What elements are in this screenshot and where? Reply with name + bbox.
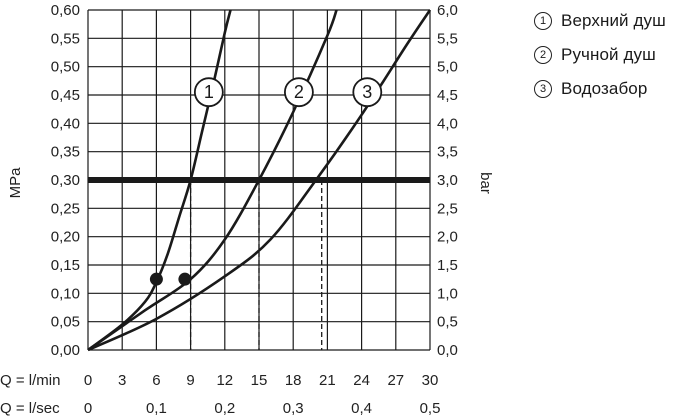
x-row2-tick-label: 0,2 — [214, 400, 235, 417]
legend-item: 2 Ручной душ — [534, 38, 700, 72]
y-left-tick-label: 0,35 — [51, 144, 80, 161]
legend-label: Верхний душ — [561, 11, 666, 30]
y-right-tick-label: 5,5 — [437, 30, 458, 47]
y-left-tick-label: 0,50 — [51, 59, 80, 76]
y-left-tick-label: 0,60 — [51, 2, 80, 19]
x-row2-tick-label: 0,4 — [351, 400, 372, 417]
x-row1-tick-label: 9 — [186, 372, 194, 389]
y-right-tick-label: 6,0 — [437, 2, 458, 19]
y-right-tick-label: 2,0 — [437, 229, 458, 246]
legend-number-badge: 3 — [534, 80, 552, 98]
legend-label: Водозабор — [561, 79, 648, 98]
y-left-tick-label: 0,10 — [51, 285, 80, 302]
series-line-1 — [87, 9, 232, 352]
x-row2-tick-label: 0,5 — [420, 400, 441, 417]
curves: 1 2 3 — [87, 9, 432, 352]
y-left-tick-label: 0,00 — [51, 342, 80, 359]
y-right-tick-label: 2,5 — [437, 200, 458, 217]
y-right-tick-label: 1,5 — [437, 257, 458, 274]
y-right-tick-label: 3,0 — [437, 172, 458, 189]
x-row1-tick-label: 27 — [387, 372, 404, 389]
legend-item: 1 Верхний душ — [534, 4, 700, 38]
y-left-tick-label: 0,25 — [51, 200, 80, 217]
x-row1-tick-label: 6 — [152, 372, 160, 389]
series-badge-label-3: 3 — [362, 82, 372, 102]
x-row1-tick-label: 0 — [84, 372, 92, 389]
y-right-tick-label: 0,5 — [437, 314, 458, 331]
series-badge-2 — [283, 77, 314, 108]
y-left-tick-label: 0,45 — [51, 87, 80, 104]
y-right-axis-label: bar — [477, 172, 494, 194]
series-badge-label-1: 1 — [204, 82, 214, 102]
x-row1-tick-label: 24 — [353, 372, 370, 389]
y-right-tick-label: 1,0 — [437, 285, 458, 302]
series-badge-label-2: 2 — [294, 82, 304, 102]
y-left-tick-label: 0,20 — [51, 229, 80, 246]
marker-point-1 — [149, 272, 163, 286]
marker-point-2 — [178, 272, 192, 286]
y-left-axis-label: MPa — [7, 167, 24, 199]
tick-labels: 0,00 0,00,05 0,50,10 1,00,15 1,50,20 2,00,25 2… — [0, 2, 458, 417]
series-line-3 — [87, 9, 432, 352]
x-row1-tick-label: 21 — [319, 372, 336, 389]
x-row1-tick-label: 3 — [118, 372, 126, 389]
x-row1-tick-label: 30 — [422, 372, 439, 389]
y-left-tick-label: 0,55 — [51, 30, 80, 47]
y-right-tick-label: 4,5 — [437, 87, 458, 104]
legend-number-badge: 2 — [534, 46, 552, 64]
x-row1-tick-label: 18 — [285, 372, 302, 389]
x-row2-tick-label: 0,1 — [146, 400, 167, 417]
x-row1-label: Q = l/min — [0, 372, 60, 389]
y-left-tick-label: 0,40 — [51, 115, 80, 132]
x-row2-tick-label: 0 — [84, 400, 92, 417]
y-right-tick-label: 0,0 — [437, 342, 458, 359]
y-right-tick-label: 5,0 — [437, 59, 458, 76]
y-left-tick-label: 0,05 — [51, 314, 80, 331]
series-badge-1 — [193, 77, 224, 108]
y-left-tick-label: 0,30 — [51, 172, 80, 189]
x-row2-label: Q = l/sec — [0, 400, 60, 417]
legend-item: 3 Водозабор — [534, 72, 700, 106]
guide-lines — [189, 180, 323, 350]
y-left-tick-label: 0,15 — [51, 257, 80, 274]
y-right-tick-label: 4,0 — [437, 115, 458, 132]
legend: 1 Верхний душ 2 Ручной душ 3 Водозабор — [534, 4, 700, 106]
series-badge-3 — [352, 77, 383, 108]
x-row1-tick-label: 12 — [216, 372, 233, 389]
y-right-tick-label: 3,5 — [437, 144, 458, 161]
series-line-2 — [87, 9, 338, 352]
legend-label: Ручной душ — [561, 45, 656, 64]
legend-number-badge: 1 — [534, 12, 552, 30]
x-row2-tick-label: 0,3 — [283, 400, 304, 417]
x-row1-tick-label: 15 — [251, 372, 268, 389]
